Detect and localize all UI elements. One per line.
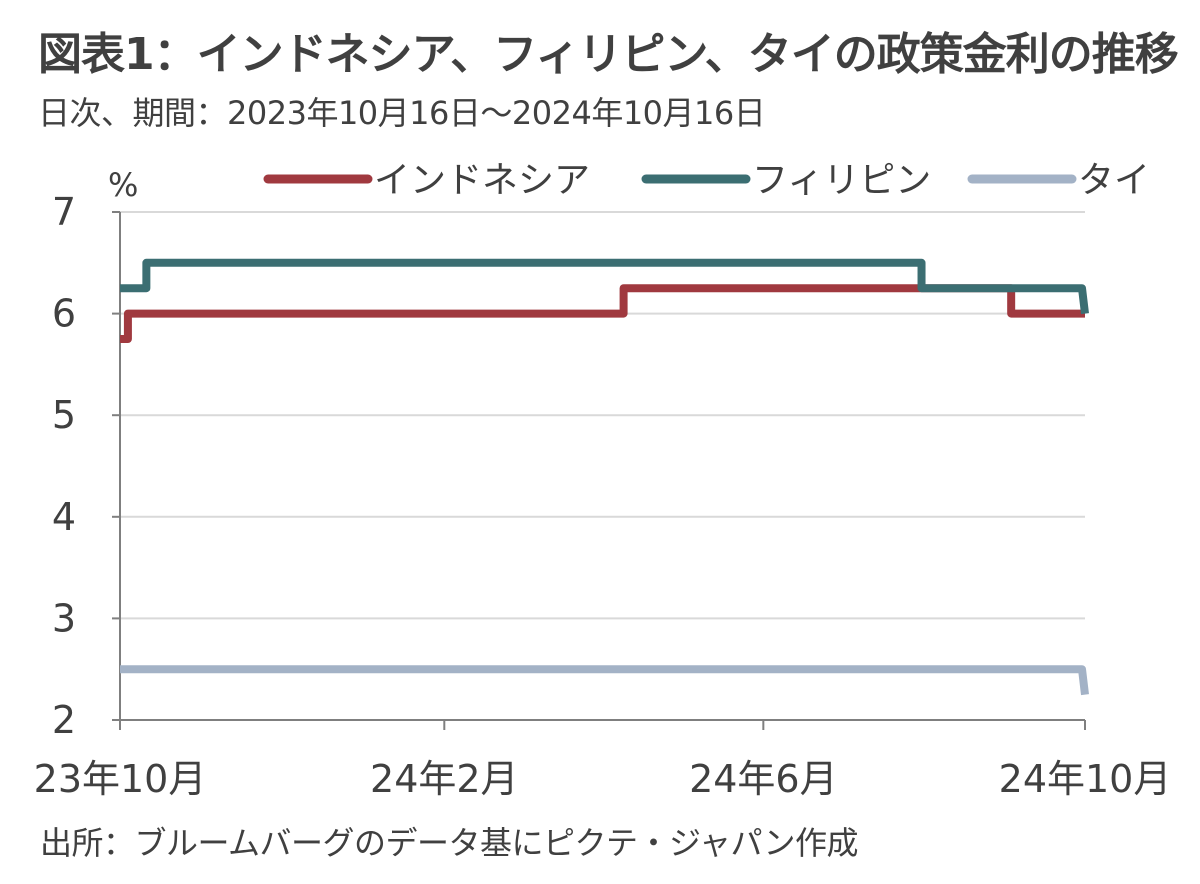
legend-label-0: インドネシア bbox=[374, 160, 590, 201]
y-tick-label-7: 7 bbox=[52, 190, 76, 234]
x-tick-label-0: 23年10月 bbox=[34, 757, 207, 801]
x-tick-label-2: 24年6月 bbox=[689, 757, 838, 801]
series-line-1 bbox=[120, 258, 1089, 315]
grid-layer bbox=[120, 211, 1085, 620]
chart-subtitle: 日次、期間：2023年10月16日～2024年10月16日 bbox=[38, 94, 766, 132]
y-tick-label-3: 3 bbox=[52, 596, 76, 640]
x-tick-label-1: 24年2月 bbox=[370, 757, 519, 801]
y-tick-label-5: 5 bbox=[52, 393, 76, 437]
source-note: 出所：ブルームバーグのデータ基にピクテ・ジャパン作成 bbox=[40, 824, 859, 862]
chart-title: 図表1：インドネシア、フィリピン、タイの政策金利の推移 bbox=[38, 29, 1179, 80]
y-tick-label-6: 6 bbox=[52, 292, 76, 336]
axis-layer: 2 3 4 5 6 7% 23年10月 24年2月 24年6月 24年10月 bbox=[34, 166, 1172, 801]
legend: インドネシア フィリピン タイ bbox=[263, 160, 1150, 201]
legend-label-2: タイ bbox=[1078, 160, 1150, 201]
y-axis-unit-label: % bbox=[108, 166, 138, 204]
series-line-0 bbox=[120, 284, 1085, 343]
y-tick-label-2: 2 bbox=[52, 698, 76, 742]
y-tick-label-4: 4 bbox=[52, 495, 76, 539]
legend-label-1: フィリピン bbox=[752, 160, 931, 201]
series-line-2 bbox=[120, 665, 1089, 696]
series-layer bbox=[120, 258, 1089, 696]
x-tick-label-3: 24年10月 bbox=[999, 757, 1172, 801]
